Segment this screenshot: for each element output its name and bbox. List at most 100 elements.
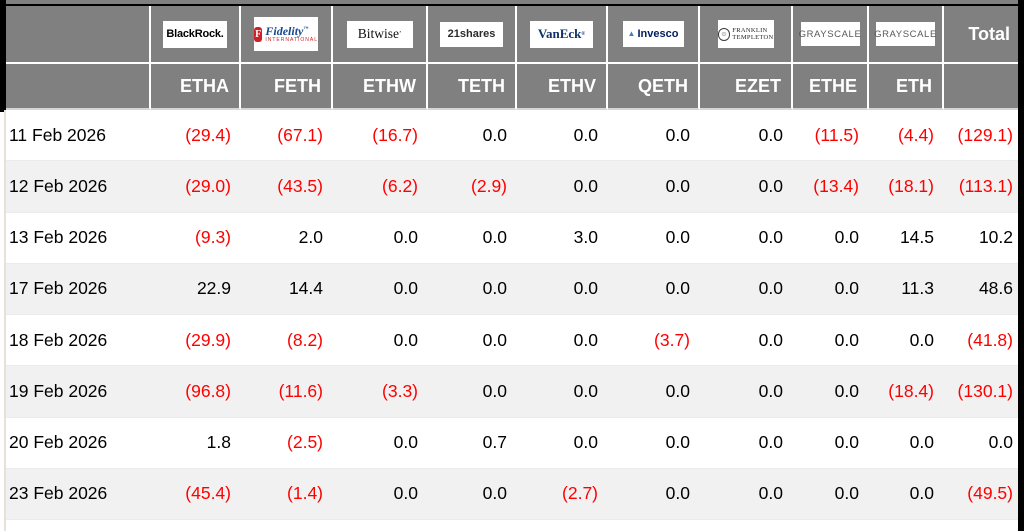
franklin-logo: ☺ FRANKLIN TEMPLETON: [717, 20, 774, 48]
value-cell: 14.5: [899, 227, 934, 248]
value-cell: (1.4): [287, 483, 323, 504]
value-cell: (29.9): [185, 329, 231, 350]
franklin-seal-icon: ☺: [717, 27, 731, 41]
trademark-symbol: ’: [398, 30, 402, 38]
value-cell: (2.7): [562, 483, 598, 504]
value-cell: 14.4: [288, 278, 323, 299]
value-cell: (96.8): [185, 380, 231, 401]
value-cell: 0.0: [665, 278, 690, 299]
total-value-cell: 0.0: [988, 432, 1013, 453]
value-cell: 1.8: [206, 432, 231, 453]
value-cell: 0.0: [393, 278, 418, 299]
partial-next-row: [6, 520, 1018, 531]
ticker-header-qeth: QETH: [608, 64, 700, 110]
table-row: 20 Feb 2026 1.8 (2.5) 0.0 0.7 0.0 0.0 0.0 0.0 0.0…: [6, 417, 1018, 469]
bitwise-logo: Bitwise’: [346, 20, 413, 48]
total-value-cell: 48.6: [978, 278, 1013, 299]
value-cell: 0.0: [393, 432, 418, 453]
total-value-cell: (49.5): [967, 483, 1013, 504]
value-cell: 0.0: [909, 432, 934, 453]
value-cell: 2.0: [298, 227, 323, 248]
value-cell: 0.0: [758, 432, 783, 453]
21shares-logo: 21shares: [440, 21, 503, 47]
value-cell: 0.0: [758, 175, 783, 196]
left-edge-black-strip: [0, 0, 6, 112]
value-cell: 0.0: [573, 329, 598, 350]
value-cell: 0.0: [758, 329, 783, 350]
franklin-wordmark: FRANKLIN TEMPLETON: [732, 27, 773, 42]
table-row: 11 Feb 2026 (29.4) (67.1) (16.7) 0.0 0.0 0.0 0.…: [6, 110, 1018, 162]
issuer-header-cell: ☺ FRANKLIN TEMPLETON: [700, 6, 793, 64]
value-cell: 0.0: [834, 278, 859, 299]
total-ticker-blank: [944, 64, 1018, 110]
table-row: 19 Feb 2026 (96.8) (11.6) (3.3) 0.0 0.0 0.0 0.0…: [6, 366, 1018, 418]
total-value-cell: (129.1): [957, 124, 1013, 145]
fidelity-word: Fidelity™: [265, 24, 309, 38]
value-cell: (3.7): [654, 329, 690, 350]
total-label: Total: [968, 23, 1010, 44]
value-cell: (16.7): [372, 124, 418, 145]
date-cell: 17 Feb 2026: [9, 278, 108, 299]
franklin-line2: TEMPLETON: [732, 34, 774, 41]
table-row: 17 Feb 2026 22.9 14.4 0.0 0.0 0.0 0.0 0.0 0.0 11.…: [6, 263, 1018, 315]
date-cell: 11 Feb 2026: [9, 124, 106, 145]
franklin-line1: FRANKLIN: [732, 26, 768, 34]
fidelity-f-icon: F: [254, 26, 263, 42]
value-cell: (67.1): [277, 124, 323, 145]
value-cell: 0.0: [482, 278, 507, 299]
issuer-logo-header-row: BlackRock. F Fidelity™ INTERNATIONAL Bitwise…: [6, 6, 1018, 64]
value-cell: 0.0: [909, 329, 934, 350]
right-edge-black-strip: [1018, 0, 1024, 531]
value-cell: (11.5): [814, 124, 859, 145]
value-cell: 0.0: [665, 483, 690, 504]
issuer-header-cell: 21shares: [428, 6, 517, 64]
grayscale-logo: GRAYSCALE: [874, 22, 936, 46]
value-cell: (3.3): [382, 380, 418, 401]
value-cell: 0.0: [834, 329, 859, 350]
date-cell: 12 Feb 2026: [9, 175, 108, 196]
total-value-cell: (41.8): [967, 329, 1013, 350]
value-cell: (8.2): [287, 329, 323, 350]
etf-flow-table: BlackRock. F Fidelity™ INTERNATIONAL Bitwise…: [6, 6, 1018, 531]
issuer-header-cell: F Fidelity™ INTERNATIONAL: [241, 6, 333, 64]
total-value-cell: 10.2: [978, 227, 1013, 248]
table-left-border: [4, 110, 6, 531]
value-cell: 0.0: [482, 329, 507, 350]
value-cell: 0.0: [573, 175, 598, 196]
ticker-header-ezet: EZET: [700, 64, 793, 110]
value-cell: 0.0: [393, 227, 418, 248]
value-cell: 0.0: [834, 483, 859, 504]
ticker-header-teth: TETH: [428, 64, 517, 110]
fidelity-logo: F Fidelity™ INTERNATIONAL: [254, 17, 318, 51]
value-cell: 22.9: [196, 278, 231, 299]
table-row: 18 Feb 2026 (29.9) (8.2) 0.0 0.0 0.0 (3.7) 0.0 0…: [6, 315, 1018, 367]
table-row: 23 Feb 2026 (45.4) (1.4) 0.0 0.0 (2.7) 0.0 0.0 0…: [6, 468, 1018, 520]
value-cell: 0.7: [482, 432, 507, 453]
value-cell: 0.0: [573, 278, 598, 299]
value-cell: 0.0: [573, 380, 598, 401]
value-cell: (4.4): [898, 124, 934, 145]
invesco-logo: ▲ Invesco: [622, 21, 684, 47]
total-column-header: Total: [944, 6, 1018, 64]
value-cell: 0.0: [834, 227, 859, 248]
value-cell: (18.4): [888, 380, 934, 401]
ticker-header-ethe: ETHE: [793, 64, 869, 110]
date-column-header-blank: [6, 6, 151, 64]
issuer-header-cell: VanEck ®: [517, 6, 608, 64]
value-cell: 0.0: [665, 380, 690, 401]
issuer-header-cell: ▲ Invesco: [608, 6, 700, 64]
value-cell: (11.6): [278, 380, 323, 401]
value-cell: 0.0: [758, 227, 783, 248]
value-cell: (29.4): [185, 124, 231, 145]
value-cell: 0.0: [665, 432, 690, 453]
value-cell: 0.0: [758, 483, 783, 504]
value-cell: 0.0: [573, 124, 598, 145]
top-gray-strip: [6, 0, 1018, 4]
value-cell: (29.0): [185, 175, 231, 196]
registered-symbol: ®: [581, 31, 586, 37]
value-cell: 0.0: [482, 380, 507, 401]
value-cell: (9.3): [195, 227, 231, 248]
value-cell: 0.0: [482, 227, 507, 248]
value-cell: 0.0: [665, 227, 690, 248]
ticker-header-feth: FETH: [241, 64, 333, 110]
